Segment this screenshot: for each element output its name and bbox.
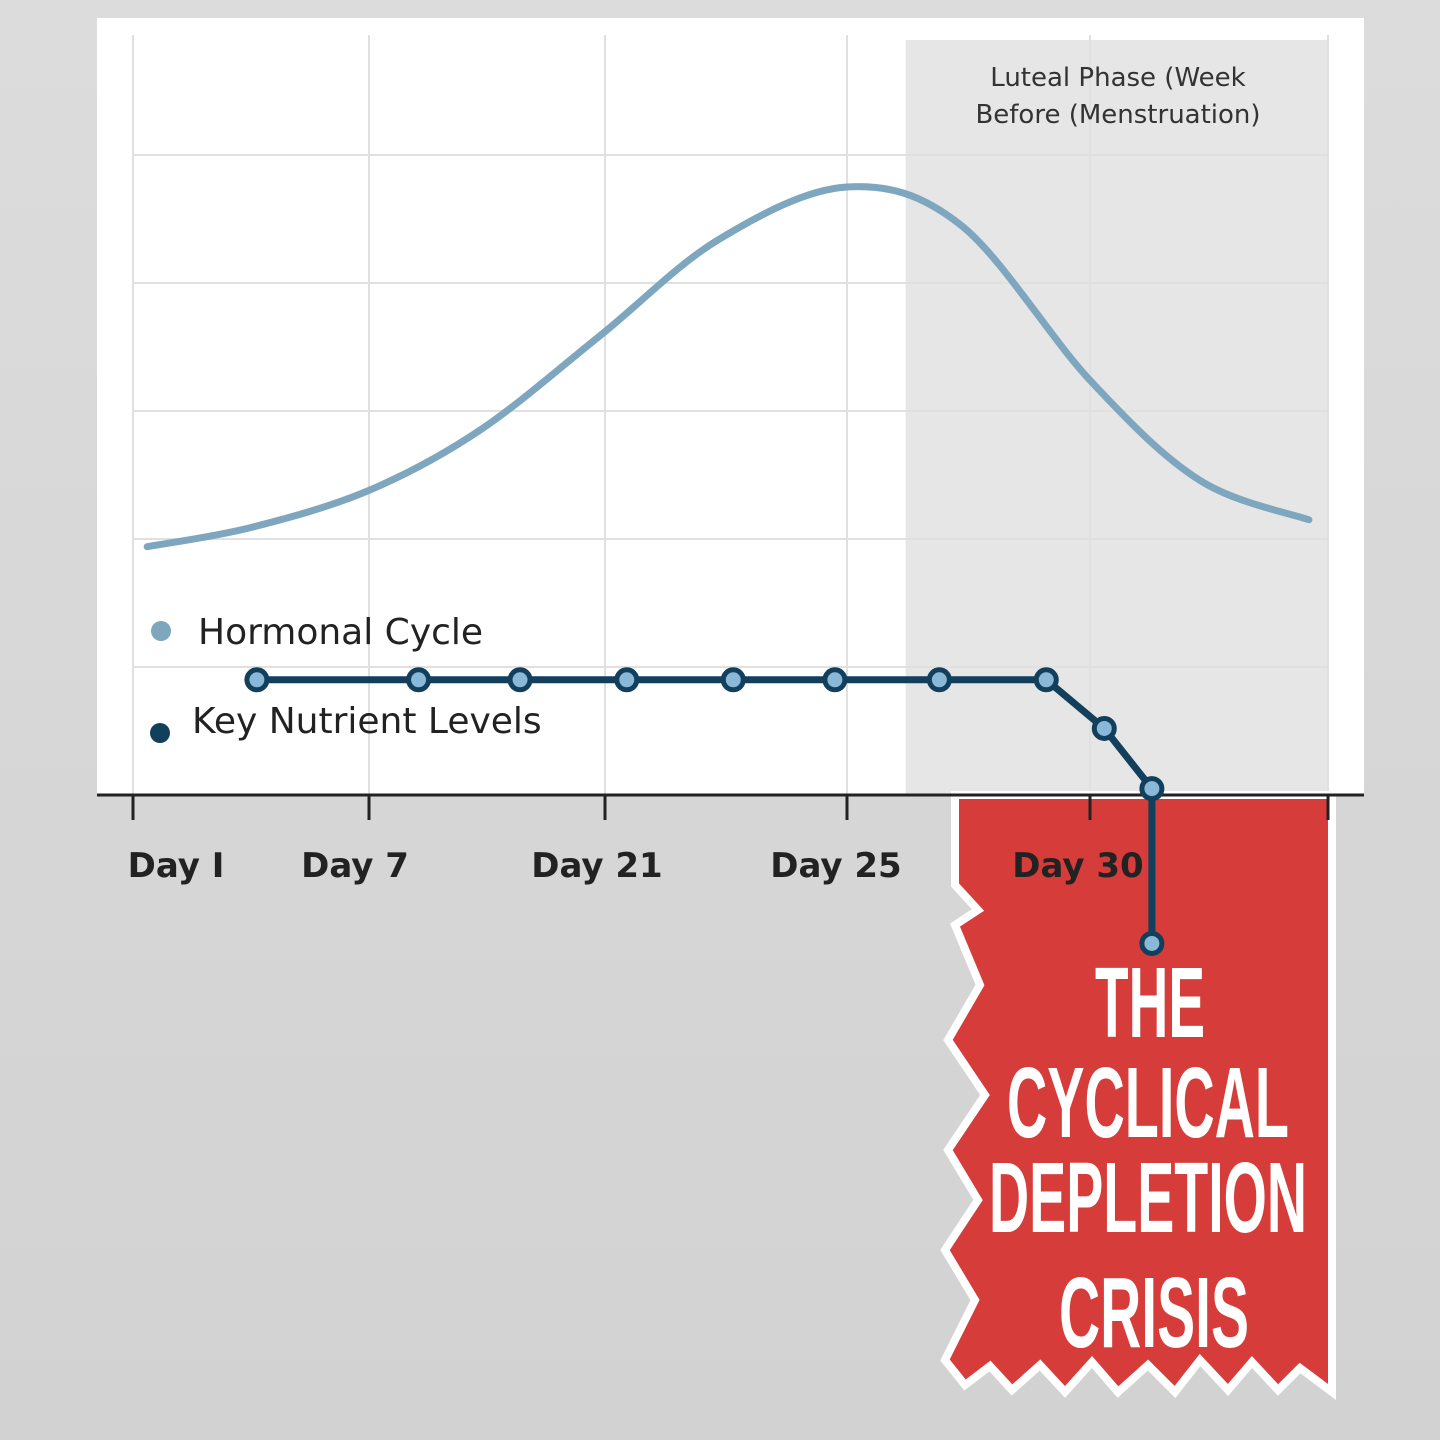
crisis-banner-text: DEPLETION [989,1142,1307,1254]
crisis-banner [940,791,1336,1400]
x-tick-label: Day 21 [531,846,662,886]
nutrient-data-point [507,667,533,693]
nutrient-data-point [614,667,640,693]
legend-marker-nutrient-levels [150,723,170,743]
crisis-banner-text: THE [1095,947,1205,1059]
x-tick-label: Day 30 [1012,846,1143,886]
nutrient-data-point [1139,930,1165,956]
nutrient-data-point [1033,667,1059,693]
nutrient-data-point [1139,776,1165,802]
nutrient-data-point [406,667,432,693]
x-tick-label: Day 25 [770,846,901,886]
legend-marker-hormonal-cycle [151,621,171,641]
luteal-phase-label: Luteal Phase (Week [990,63,1245,93]
nutrient-data-point [822,667,848,693]
luteal-phase-label: Before (Menstruation) [975,100,1260,130]
nutrient-data-point [244,667,270,693]
legend-label-hormonal-cycle: Hormonal Cycle [198,612,483,653]
crisis-banner-text: CRISIS [1059,1257,1249,1369]
nutrient-data-point [1091,715,1117,741]
nutrient-data-point [926,667,952,693]
nutrient-data-point [720,667,746,693]
legend-label-nutrient-levels: Key Nutrient Levels [192,701,542,742]
crisis-banner-text: CYCLICAL [1007,1047,1289,1159]
x-tick-label: Day I [128,846,225,886]
x-tick-label: Day 7 [301,846,409,886]
luteal-phase-region [905,40,1328,795]
hormonal-cycle-line [143,183,1313,551]
